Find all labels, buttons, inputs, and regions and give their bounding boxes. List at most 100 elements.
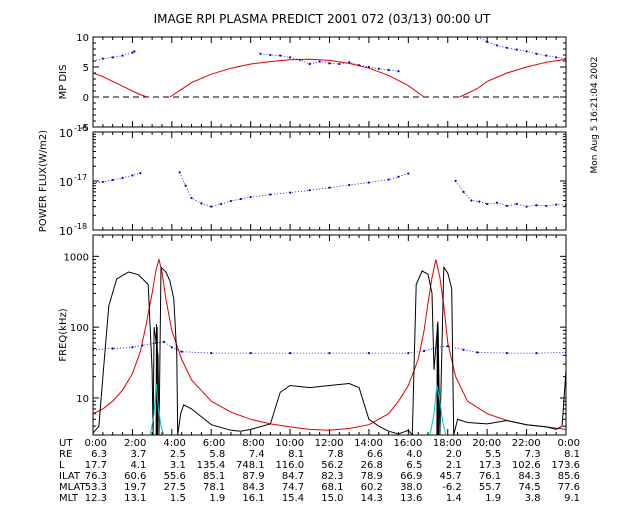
ephemeris-cell: 53.3 — [85, 482, 107, 493]
y-tick-label: 0 — [83, 93, 89, 104]
ephemeris-cell: 8.1 — [288, 449, 304, 460]
ephemeris-cell: 74.7 — [282, 482, 304, 493]
ephemeris-cell: 173.6 — [551, 460, 580, 471]
ephemeris-cell: 7.8 — [328, 449, 344, 460]
ephemeris-cell: 13.6 — [400, 493, 422, 504]
freq-black-series-2 — [93, 265, 566, 435]
ephemeris-cell: 6.6 — [367, 449, 383, 460]
ephemeris-cell: 3.1 — [170, 460, 186, 471]
ephemeris-cell: 8.1 — [564, 449, 580, 460]
freq-frame — [92, 234, 567, 436]
ephemeris-cell: 16:00 — [394, 438, 423, 449]
ephemeris-cell: 2.1 — [446, 460, 462, 471]
ephemeris-cell: 84.3 — [518, 471, 540, 482]
power_flux-observed-series-1-point — [210, 205, 213, 208]
timestamp-stamp: Mon Aug 5 16:21:04 2002 — [590, 56, 600, 173]
ephemeris-cell: 1.9 — [209, 493, 225, 504]
mp_dis-model-series-5 — [459, 58, 566, 98]
ephemeris-cell: 22:00 — [512, 438, 541, 449]
ephemeris-cell: 60.6 — [124, 471, 146, 482]
ephemeris-label-mlat: MLAT — [59, 482, 86, 493]
ephemeris-cell: 7.3 — [525, 449, 541, 460]
ephemeris-cell: 135.4 — [197, 460, 226, 471]
ephemeris-label-ut: UT — [59, 438, 73, 449]
ephemeris-cell: 4.1 — [131, 460, 147, 471]
ephemeris-cell: 9.1 — [564, 493, 580, 504]
y-tick-label: 1000 — [64, 252, 89, 263]
ephemeris-cell: 55.6 — [164, 471, 186, 482]
ephemeris-label-l: L — [59, 460, 65, 471]
ephemeris-cell: 14:00 — [354, 438, 383, 449]
freq-cyan-series-5 — [149, 383, 165, 435]
ephemeris-cell: 19.7 — [124, 482, 146, 493]
ephemeris-cell: 27.5 — [164, 482, 186, 493]
power_flux-series-group — [93, 171, 566, 208]
y-tick-label: 10 — [76, 394, 89, 405]
ephemeris-table: UT 0:00 2:00 4:00 6:00 8:00 10:00 12:00 14:00 16:… — [59, 438, 580, 504]
mp_dis-observed-series-2-point — [535, 52, 538, 55]
ephemeris-cell: 87.9 — [242, 471, 264, 482]
y-tick-exponent: -16 — [74, 124, 87, 133]
ephemeris-cell: 18:00 — [433, 438, 462, 449]
freq-observed-series-0-point — [288, 352, 292, 355]
ephemeris-cell: 1.5 — [170, 493, 186, 504]
mp_dis-model-series-4 — [169, 58, 425, 98]
freq-series-group — [93, 257, 566, 435]
freq-cyan-series-6 — [429, 385, 447, 435]
ephemeris-cell: 68.1 — [321, 482, 343, 493]
power_flux-observed-series-0-point — [139, 171, 142, 175]
freq-model-series-1 — [93, 257, 566, 431]
power_flux-observed-series-1-point — [308, 189, 311, 192]
ephemeris-cell: 2:00 — [124, 438, 146, 449]
ephemeris-cell: 4.0 — [406, 449, 422, 460]
ephemeris-cell: 77.6 — [558, 482, 580, 493]
ephemeris-cell: 7.4 — [249, 449, 265, 460]
ephemeris-cell: 15.0 — [321, 493, 343, 504]
power_flux-observed-series-2 — [455, 180, 566, 208]
ephemeris-cell: 12.3 — [85, 493, 107, 504]
mp_dis-observed-series-1-point — [328, 62, 331, 65]
ephemeris-cell: 102.6 — [512, 460, 541, 471]
ephemeris-cell: 16.1 — [242, 493, 264, 504]
ephemeris-cell: 60.2 — [361, 482, 383, 493]
ephemeris-cell: 85.6 — [558, 471, 580, 482]
mp_dis-observed-series-1-point — [397, 70, 400, 73]
ephemeris-cell: 5.8 — [209, 449, 225, 460]
power_flux-observed-series-1 — [179, 172, 409, 208]
ephemeris-cell: 45.7 — [439, 471, 461, 482]
power_flux-observed-series-0-point — [111, 178, 114, 182]
ephemeris-cell: 26.8 — [361, 460, 383, 471]
freq-black-series-4 — [436, 324, 439, 435]
ephemeris-label-mlt: MLT — [59, 493, 79, 504]
ephemeris-cell: 2.0 — [446, 449, 462, 460]
freq-observed-series-0-point — [505, 352, 508, 355]
ephemeris-cell: 0:00 — [85, 438, 107, 449]
ephemeris-cell: 13.1 — [124, 493, 146, 504]
y-tick-label: 100 — [70, 323, 89, 334]
freq-observed-series-0-point — [535, 352, 538, 355]
y-tick-label: 10 — [59, 225, 73, 238]
plot-title: IMAGE RPI PLASMA PREDICT 2001 072 (03/13… — [154, 12, 491, 26]
ephemeris-cell: 0:00 — [558, 438, 580, 449]
ephemeris-cell: 55.7 — [479, 482, 501, 493]
power_flux-observed-series-1-point — [328, 186, 331, 189]
mp_dis-observed-series-1-point — [387, 68, 390, 72]
power_flux-observed-series-1-point — [239, 197, 242, 201]
ephemeris-cell: 17.7 — [85, 460, 107, 471]
freq-ylabel: FREQ(kHz) — [58, 308, 69, 361]
freq-observed-series-0-point — [249, 352, 252, 355]
mp_dis-observed-series-2-point — [545, 54, 548, 57]
ephemeris-cell: 85.1 — [203, 471, 225, 482]
mp_dis-observed-series-0-point — [111, 56, 114, 59]
mp_dis-observed-series-2-point — [515, 48, 518, 51]
ephemeris-cell: 74.5 — [518, 482, 540, 493]
mp_dis-ylabel: MP DIS — [58, 65, 69, 100]
freq-observed-series-0-point — [564, 351, 566, 354]
ephemeris-label-re: RE — [59, 449, 72, 460]
freq-observed-series-0-point — [328, 352, 331, 355]
freq-observed-series-0-point — [423, 349, 426, 353]
ephemeris-cell: 748.1 — [236, 460, 265, 471]
power_flux-observed-series-0 — [93, 172, 141, 184]
